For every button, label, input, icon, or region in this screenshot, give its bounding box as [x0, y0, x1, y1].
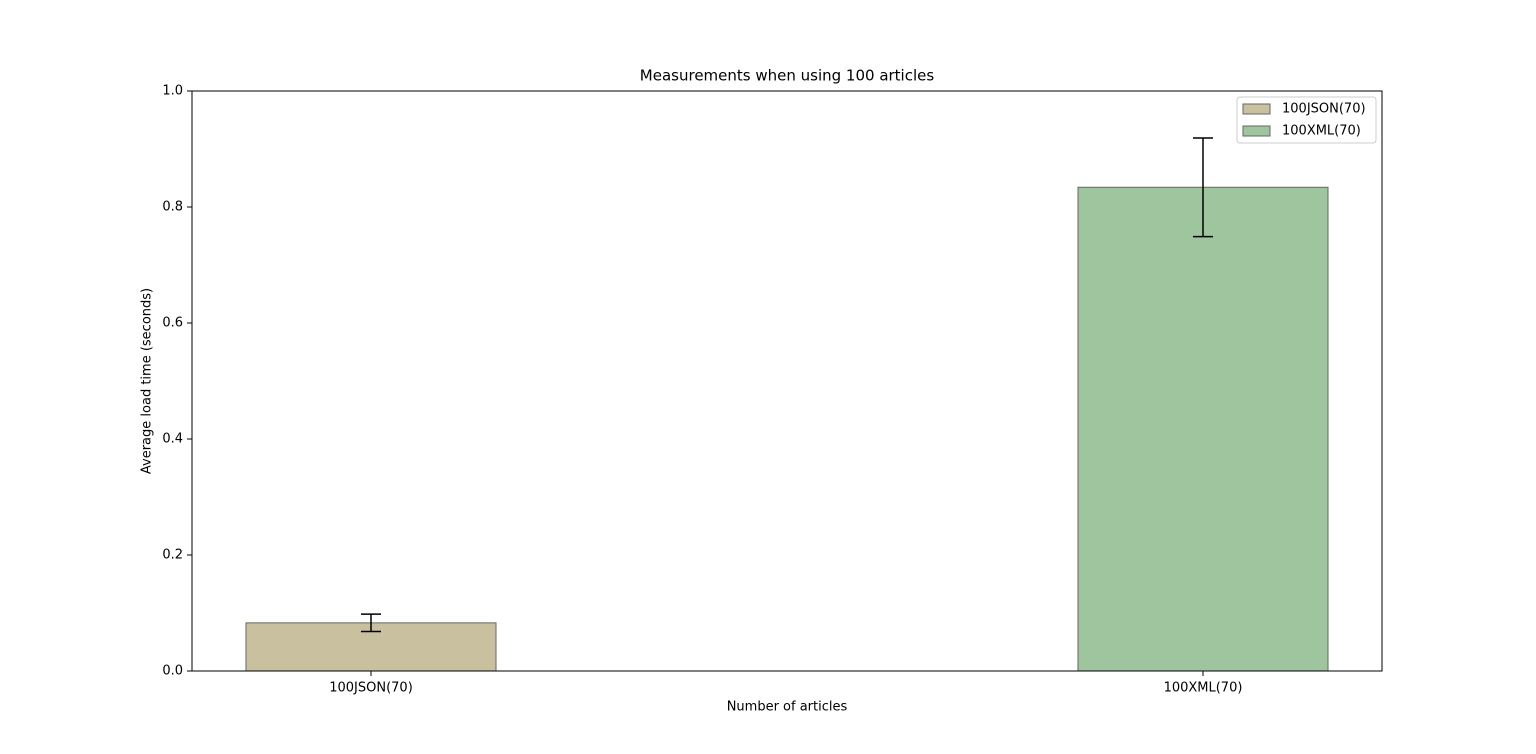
y-tick-label: 1.0	[162, 84, 183, 99]
y-tick-label: 0.0	[162, 664, 183, 679]
plot-frame	[191, 90, 1383, 672]
x-axis-label: Number of articles	[727, 700, 848, 715]
y-tick-label: 0.2	[162, 548, 183, 563]
bar	[1077, 186, 1329, 672]
y-tick-label: 0.8	[162, 200, 183, 215]
x-tick-label: 100JSON(70)	[329, 681, 413, 696]
y-axis-label: Average load time (seconds)	[140, 288, 155, 474]
legend-swatch	[1242, 103, 1271, 115]
legend-label: 100XML(70)	[1282, 124, 1361, 139]
x-tick-label: 100XML(70)	[1164, 681, 1243, 696]
chart-title: Measurements when using 100 articles	[640, 67, 935, 85]
legend-swatch	[1242, 125, 1271, 137]
legend-box	[1236, 96, 1377, 144]
legend-label: 100JSON(70)	[1282, 102, 1366, 117]
y-tick-label: 0.6	[162, 316, 183, 331]
y-tick-label: 0.4	[162, 432, 183, 447]
